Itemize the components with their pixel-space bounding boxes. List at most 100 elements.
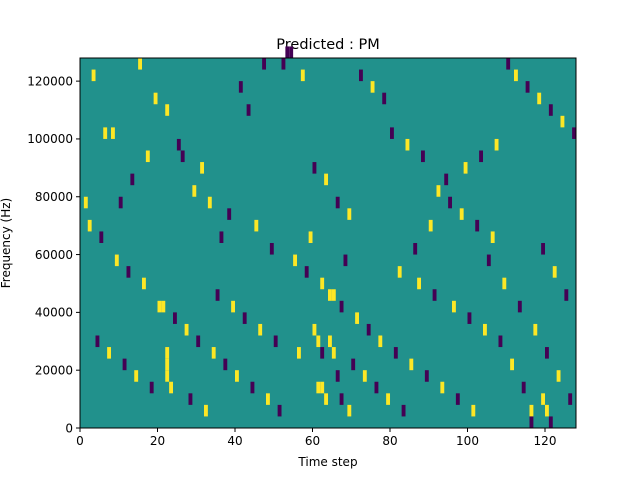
heatmap-cell — [316, 381, 321, 394]
heatmap-cell — [223, 358, 228, 371]
heatmap-cell — [304, 266, 309, 278]
y-axis: 0 20000 40000 60000 80000 100000 120000 — [27, 74, 80, 435]
heatmap-cell — [126, 266, 131, 278]
y-tick-label: 40000 — [35, 306, 73, 320]
heatmap-cell — [83, 196, 88, 209]
heatmap-cell — [572, 127, 577, 139]
heatmap-cell — [479, 150, 484, 163]
heatmap-cell — [413, 243, 418, 255]
heatmap-cell — [254, 219, 259, 232]
heatmap-cell — [490, 231, 495, 243]
heatmap-cell — [339, 300, 344, 313]
heatmap-cell — [545, 347, 549, 359]
heatmap-cell — [529, 404, 534, 417]
heatmap-cell — [514, 69, 518, 82]
heatmap-cell — [564, 289, 569, 301]
heatmap-cell — [231, 300, 236, 313]
heatmap-cell — [153, 92, 158, 105]
y-tick-label: 20000 — [35, 363, 73, 377]
heatmap-cell — [87, 219, 92, 232]
y-tick-label: 80000 — [35, 190, 73, 204]
heatmap-cell — [207, 196, 212, 209]
heatmap-cell — [537, 92, 542, 105]
heatmap-cell — [556, 370, 561, 382]
heatmap-cell — [359, 69, 363, 82]
heatmap-cell — [409, 358, 414, 371]
heatmap-cell — [440, 381, 445, 394]
heatmap-cell — [262, 58, 267, 70]
heatmap-cell — [266, 393, 270, 405]
heatmap-cell — [378, 335, 383, 348]
x-tick-label: 40 — [227, 434, 242, 448]
heatmap-cell — [390, 127, 394, 139]
heatmap-cell — [300, 69, 305, 82]
y-tick-label: 60000 — [35, 248, 73, 262]
heatmap-cell — [196, 335, 201, 348]
y-axis-label: Frequency (Hz) — [0, 198, 13, 289]
heatmap-cell — [529, 416, 534, 428]
heatmap-cell — [142, 277, 146, 290]
heatmap-cell — [548, 416, 553, 428]
heatmap-cell — [382, 92, 387, 105]
heatmap-cell — [107, 347, 112, 359]
heatmap-cell — [118, 196, 123, 209]
heatmap-cell — [335, 370, 340, 382]
heatmap-cell — [180, 150, 185, 163]
heatmap-cell — [506, 58, 511, 70]
y-tick-label: 100000 — [27, 132, 73, 146]
heatmap-cell — [91, 69, 96, 82]
heatmap-cell — [320, 381, 325, 394]
heatmap-cell — [471, 404, 476, 417]
heatmap-cell — [331, 347, 336, 359]
heatmap-cell — [405, 138, 410, 151]
heatmap-cell — [459, 208, 464, 220]
plot-background — [80, 58, 576, 428]
heatmap-cell — [428, 219, 433, 232]
heatmap-cell — [498, 335, 503, 348]
heatmap-cell — [161, 300, 166, 313]
heatmap-cell — [250, 381, 255, 394]
heatmap-cell — [246, 104, 251, 116]
heatmap-cell — [103, 127, 108, 139]
heatmap-cell — [421, 150, 425, 163]
heatmap-cell — [157, 300, 162, 313]
heatmap-cell — [436, 185, 441, 197]
heatmap-cell — [95, 335, 100, 348]
heatmap-cell — [169, 381, 174, 394]
heatmap-cells — [83, 46, 577, 428]
heatmap-cell — [362, 370, 367, 382]
plot-area — [79, 46, 577, 429]
heatmap-cell — [165, 358, 170, 371]
heatmap-cell — [328, 335, 332, 348]
heatmap-cell — [316, 335, 321, 348]
heatmap-cell — [281, 58, 286, 70]
heatmap-cell — [204, 404, 208, 417]
heatmap-cell — [525, 81, 530, 93]
heatmap-cell — [502, 277, 507, 290]
heatmap-cell — [463, 162, 468, 174]
heatmap-cell — [289, 46, 294, 58]
heatmap-cell — [134, 370, 139, 382]
heatmap-cell — [355, 312, 360, 324]
heatmap-cell — [401, 404, 406, 417]
heatmap-cell — [397, 266, 402, 278]
heatmap-cell — [328, 289, 332, 301]
heatmap-cell — [277, 404, 282, 417]
heatmap-cell — [238, 81, 243, 93]
heatmap-cell — [285, 46, 290, 58]
heatmap-cell — [122, 358, 127, 371]
heatmap-cell — [517, 300, 522, 313]
heatmap-cell — [184, 323, 189, 336]
heatmap-cell — [149, 381, 154, 394]
heatmap-cell — [269, 243, 274, 255]
heatmap-cell — [560, 115, 565, 128]
heatmap-cell — [188, 393, 193, 405]
heatmap-cell — [417, 277, 422, 290]
heatmap-cell — [324, 393, 329, 405]
heatmap-cell — [467, 312, 472, 324]
heatmap-cell — [227, 208, 232, 220]
x-tick-label: 80 — [382, 434, 397, 448]
heatmap-cell — [366, 323, 371, 336]
x-tick-label: 20 — [150, 434, 165, 448]
